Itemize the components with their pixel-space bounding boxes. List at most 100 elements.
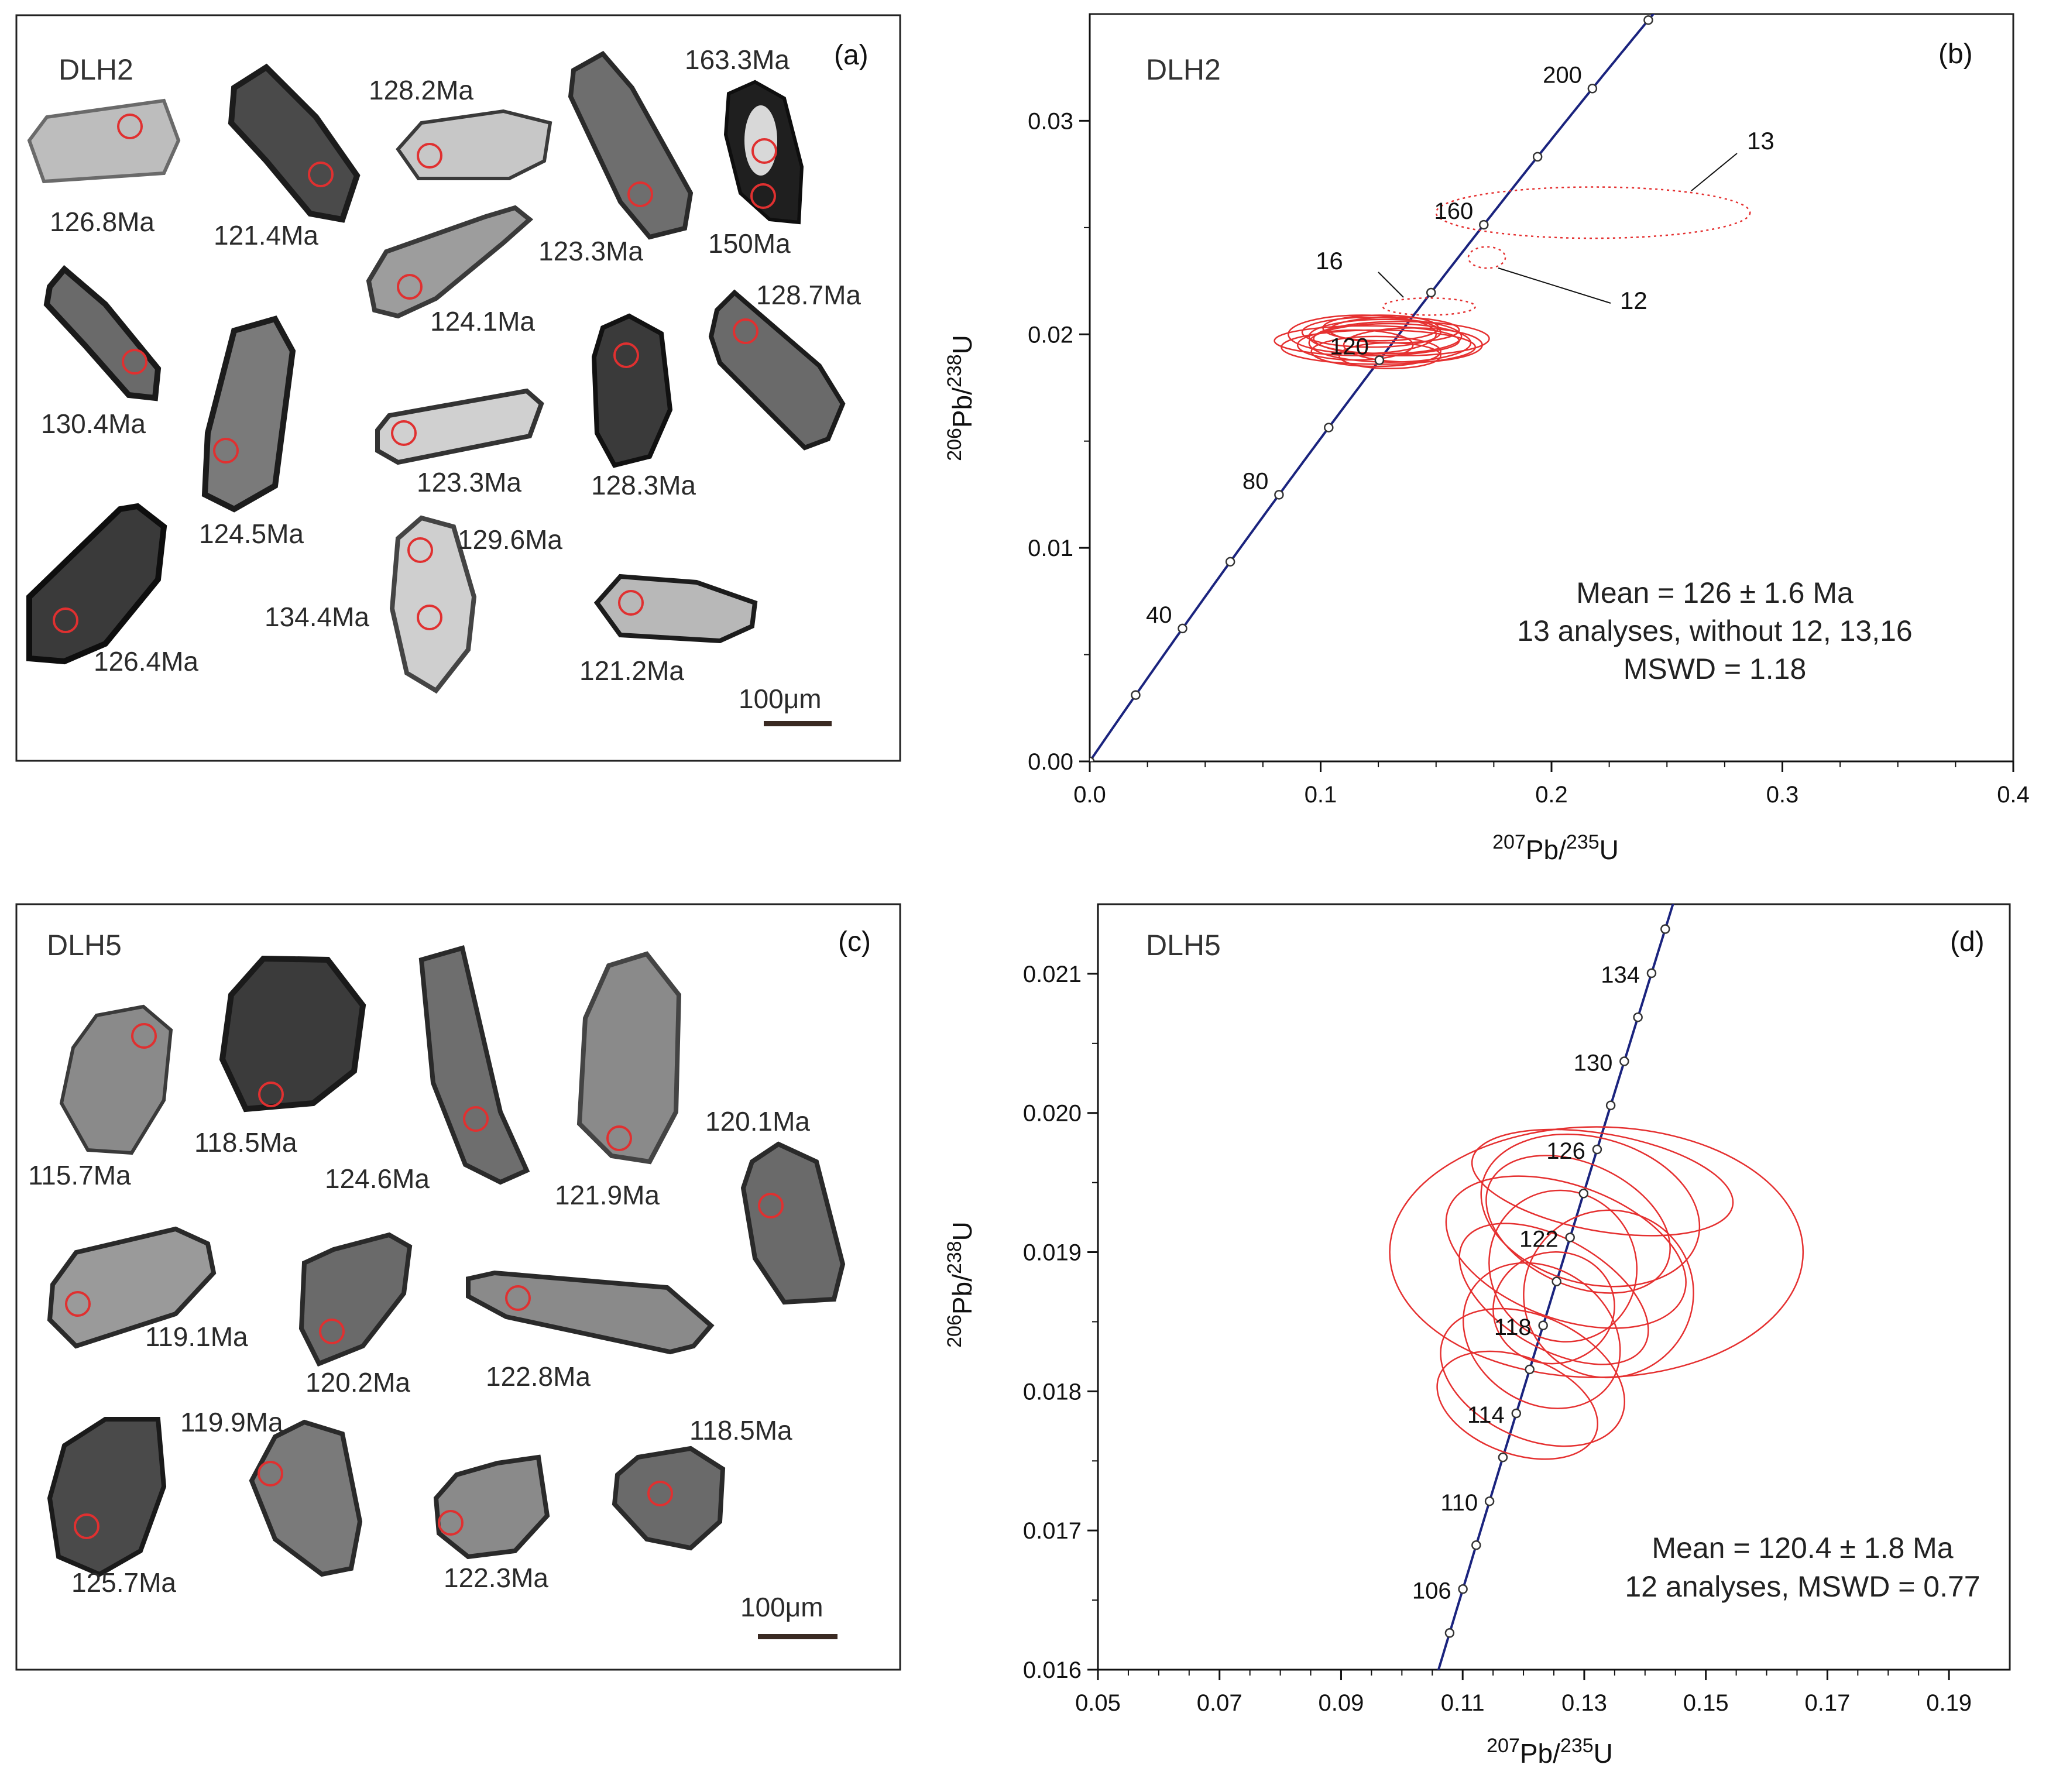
analysis-spot [74, 1513, 99, 1539]
concordia-age-marker [1374, 355, 1385, 365]
y-tick-label: 0.01 [1028, 535, 1073, 561]
panel-d-x-axis-title: 207Pb/235U [1487, 1735, 1613, 1769]
analysis-ellipse [1382, 297, 1477, 316]
x-tick-label: 0.0 [1073, 782, 1106, 808]
spot-leader-line [1691, 153, 1738, 191]
zircon-age-label: 118.5Ma [689, 1415, 792, 1446]
plot-b-content: 0.0 0.1 0.2 0.3 0.4 0.00 0.01 0.02 0.03 40 80 120 16… [1028, 14, 2030, 808]
zircon-age-label: 119.9Ma [180, 1407, 283, 1437]
y-tick-label: 0.00 [1028, 749, 1073, 775]
zircon-age-label: 123.3Ma [538, 236, 643, 266]
analysis-ellipse [1389, 1126, 1804, 1378]
concordia-age-label: 126 [1546, 1138, 1585, 1164]
concordia-age-label: 114 [1467, 1402, 1505, 1428]
y-tick-label: 0.02 [1028, 322, 1073, 348]
concordia-age-label: 160 [1434, 198, 1474, 224]
zircon-age-label: 121.2Ma [579, 655, 684, 686]
zircon-grain [47, 1417, 167, 1577]
analysis-ellipse [1308, 322, 1472, 363]
zircon-grain [228, 63, 361, 223]
panel-b-sample-label: DLH2 [1146, 53, 1221, 86]
concordia-age-marker [1178, 623, 1187, 634]
zircon-grain [568, 50, 694, 240]
concordia-age-marker [1484, 1496, 1495, 1506]
analysis-ellipse [1445, 1175, 1687, 1329]
analysis-spot [751, 138, 777, 164]
concordia-age-marker [1646, 968, 1657, 979]
panel-a-letter: (a) [834, 40, 869, 71]
concordia-age-label: 122 [1519, 1226, 1559, 1252]
zircon-age-label: 123.3Ma [417, 467, 521, 497]
zircon-grain [298, 1232, 413, 1367]
zircon-age-label: 118.5Ma [194, 1127, 297, 1158]
y-tick-label: 0.019 [1023, 1240, 1082, 1266]
panel-d-stat-mean: Mean = 120.4 ± 1.8 Ma [1652, 1532, 1953, 1564]
analysis-spot [258, 1461, 283, 1487]
zircon-age-label: 124.1Ma [430, 306, 535, 337]
y-tick-label: 0.021 [1023, 962, 1082, 987]
zircon-age-label: 128.7Ma [756, 280, 861, 310]
zircon-grain [27, 98, 181, 184]
analysis-spot [53, 607, 78, 633]
plot-d-content: 0.05 0.07 0.09 0.11 0.13 0.15 0.17 0.19 0.016 0.0… [1023, 904, 2010, 1716]
zircon-grain [26, 503, 167, 665]
concordia-age-marker [1525, 1364, 1535, 1375]
analysis-spot [319, 1319, 345, 1344]
analysis-spot [417, 143, 442, 169]
concordia-age-label: 80 [1242, 468, 1269, 494]
analysis-ellipse [1523, 1209, 1694, 1379]
panel-d-sample-label: DLH5 [1146, 929, 1221, 962]
analysis-spot [258, 1082, 284, 1107]
spot-leader-line [1498, 267, 1611, 304]
scale-bar [758, 1634, 837, 1639]
x-tick-label: 0.2 [1535, 782, 1568, 808]
panel-d-letter: (d) [1950, 926, 1985, 957]
analysis-ellipse [1436, 1350, 1598, 1460]
x-tick-label: 0.05 [1075, 1690, 1121, 1716]
analysis-spot [758, 1193, 784, 1218]
concordia-age-marker [1324, 423, 1334, 432]
zircon-grain [466, 1270, 715, 1355]
analysis-ellipse [1338, 342, 1441, 369]
zircon-age-label: 121.9Ma [555, 1180, 660, 1210]
spot-label: 12 [1620, 287, 1647, 314]
analysis-spot [117, 114, 143, 139]
spot-label: 13 [1747, 127, 1774, 155]
zircon-grain [612, 1446, 726, 1551]
analysis-spot [606, 1125, 632, 1151]
scale-bar-label: 100μm [740, 1592, 823, 1622]
concordia-age-label: 134 [1601, 962, 1640, 988]
analysis-ellipse [1301, 316, 1441, 348]
analysis-ellipse [1462, 1262, 1621, 1409]
analysis-ellipse [1435, 186, 1751, 239]
scale-bar [764, 721, 832, 726]
zircon-age-label: 124.5Ma [199, 519, 304, 549]
concordia-age-marker [1479, 219, 1489, 230]
analysis-spot [733, 318, 758, 344]
zircon-age-label: 129.6Ma [458, 524, 562, 555]
y-tick-label: 0.017 [1023, 1518, 1082, 1544]
concordia-age-marker [1426, 287, 1436, 298]
spot-leader-line [1378, 272, 1404, 298]
y-tick-label: 0.03 [1028, 108, 1073, 134]
analysis-spot [647, 1481, 673, 1506]
zircon-age-label: 163.3Ma [685, 44, 790, 75]
zircon-age-label: 122.3Ma [444, 1563, 548, 1593]
analysis-ellipse [1296, 329, 1414, 361]
concordia-age-label: 120 [1330, 334, 1369, 359]
concordia-age-marker [1225, 557, 1235, 567]
analysis-spot [505, 1285, 531, 1311]
zircon-grain [708, 289, 846, 451]
zircon-age-label: 125.7Ma [71, 1567, 176, 1598]
zircon-grain [219, 955, 366, 1113]
analysis-spot [308, 162, 334, 187]
analysis-ellipse [1471, 1128, 1734, 1237]
x-tick-label: 0.3 [1766, 782, 1799, 808]
concordia-age-marker [1471, 1540, 1481, 1550]
analysis-spot [391, 420, 417, 446]
analysis-spot [122, 349, 147, 375]
panel-a: DLH2 (a) [15, 14, 901, 762]
x-tick-label: 0.15 [1683, 1690, 1729, 1716]
concordia-age-marker [1532, 152, 1543, 162]
